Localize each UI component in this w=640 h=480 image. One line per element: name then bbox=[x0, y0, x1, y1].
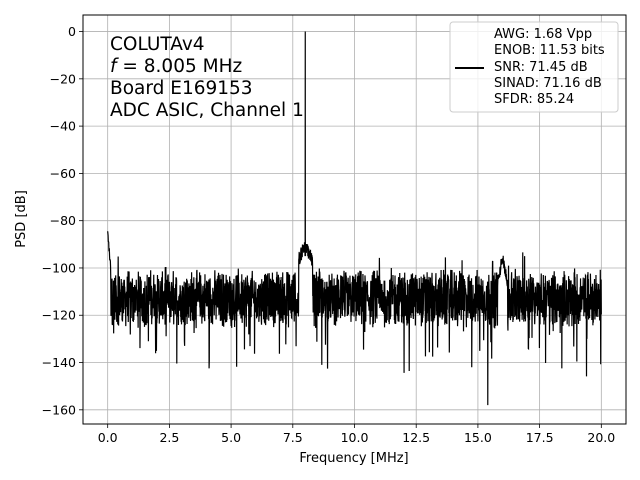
x-tick-label: 2.5 bbox=[159, 430, 179, 445]
x-tick-label: 17.5 bbox=[526, 430, 554, 445]
y-tick-label: −60 bbox=[50, 166, 76, 181]
annotation-channel: ADC ASIC, Channel 1 bbox=[110, 100, 304, 121]
annotation-chip-name: COLUTAv4 bbox=[110, 34, 205, 55]
psd-trace bbox=[107, 31, 602, 406]
y-tick-label: −80 bbox=[50, 213, 76, 228]
legend-snr: SNR: 71.45 dB bbox=[494, 60, 588, 75]
x-tick-label: 0.0 bbox=[98, 430, 118, 445]
x-axis-label: Frequency [MHz] bbox=[299, 451, 408, 466]
y-tick-label: −140 bbox=[42, 355, 76, 370]
y-tick-label: −160 bbox=[42, 402, 76, 417]
y-axis-label: PSD [dB] bbox=[14, 190, 29, 248]
psd-series bbox=[107, 31, 602, 406]
y-tick-label: 0 bbox=[68, 24, 76, 39]
legend-sfdr: SFDR: 85.24 bbox=[494, 92, 574, 107]
legend-box bbox=[449, 21, 619, 113]
annotation-block: COLUTAv4 f = 8.005 MHz Board E169153 ADC… bbox=[110, 34, 304, 121]
y-tick-label: −100 bbox=[42, 260, 76, 275]
annotation-frequency: f = 8.005 MHz bbox=[110, 56, 242, 77]
legend-sinad: SINAD: 71.16 dB bbox=[494, 76, 602, 91]
x-tick-label: 10.0 bbox=[341, 430, 369, 445]
y-tick-label: −20 bbox=[50, 71, 76, 86]
annotation-frequency-symbol: f bbox=[110, 56, 119, 77]
legend: AWG: 1.68 Vpp ENOB: 11.53 bits SNR: 71.4… bbox=[449, 21, 619, 113]
x-tick-label: 15.0 bbox=[464, 430, 492, 445]
legend-awg: AWG: 1.68 Vpp bbox=[494, 27, 592, 42]
x-tick-label: 5.0 bbox=[221, 430, 241, 445]
x-tick-label: 20.0 bbox=[587, 430, 615, 445]
annotation-frequency-value: = 8.005 MHz bbox=[117, 56, 243, 77]
x-tick-label: 7.5 bbox=[283, 430, 303, 445]
legend-enob: ENOB: 11.53 bits bbox=[494, 43, 605, 58]
y-axis-ticks: 0 −20 −40 −60 −80 −100 −120 −140 −160 bbox=[42, 24, 83, 417]
y-tick-label: −120 bbox=[42, 308, 76, 323]
annotation-board: Board E169153 bbox=[110, 78, 253, 99]
y-tick-label: −40 bbox=[50, 119, 76, 134]
x-tick-label: 12.5 bbox=[402, 430, 430, 445]
x-axis-ticks: 0.0 2.5 5.0 7.5 10.0 12.5 15.0 17.5 20.0 bbox=[98, 424, 615, 445]
